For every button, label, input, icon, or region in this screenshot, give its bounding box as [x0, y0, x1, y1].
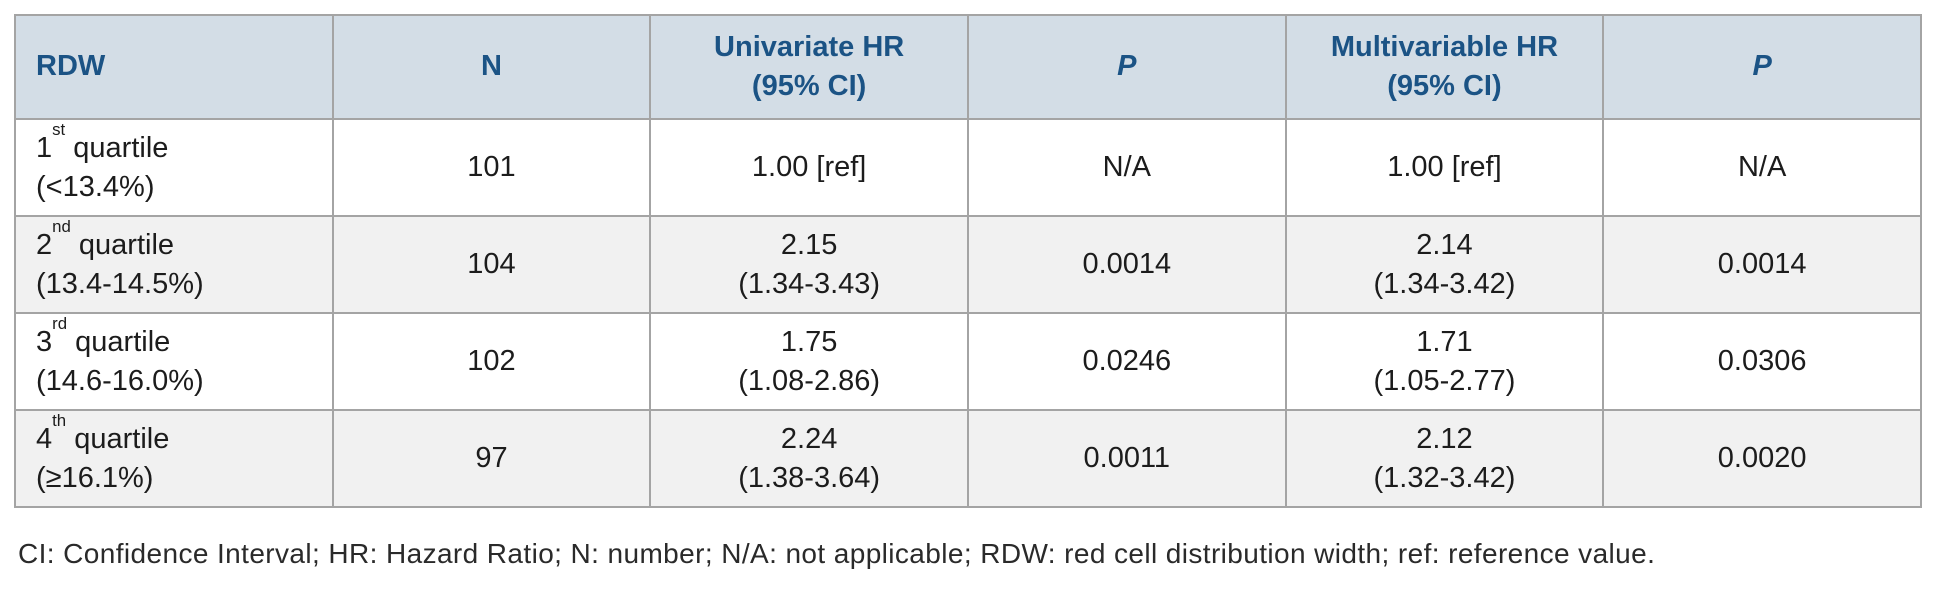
header-row: RDW N Univariate HR (95% CI) P Multivari… [14, 14, 1922, 120]
cell-multivariable-p: 0.0014 [1602, 215, 1922, 314]
hr-ci: (1.34-3.42) [1373, 267, 1516, 300]
hr-value: 1.00 [ref] [751, 151, 867, 184]
cell-n: 101 [331, 118, 652, 217]
cell-multivariable-p: N/A [1602, 118, 1922, 217]
header-rdw-label: RDW [36, 50, 106, 83]
cell-quartile-label: 1st quartile (<13.4%) [14, 118, 334, 217]
table-row-quartile-1: 1st quartile (<13.4%) 101 1.00 [ref] N/A… [14, 118, 1922, 217]
header-univariate-hr: Univariate HR (95% CI) [649, 14, 969, 120]
quartile-name: 4th quartile [36, 411, 170, 456]
cell-multivariable-hr: 1.00 [ref] [1284, 118, 1605, 217]
cell-multivariable-hr: 1.71 (1.05-2.77) [1284, 312, 1605, 411]
hr-value: 1.00 [ref] [1387, 151, 1502, 184]
cell-univariate-hr: 2.24 (1.38-3.64) [649, 409, 969, 508]
quartile-range: (13.4-14.5%) [36, 267, 204, 300]
hr-ci: (1.32-3.42) [1373, 461, 1516, 494]
quartile-name: 2nd quartile [36, 217, 175, 262]
header-univariate-p-label: P [1117, 50, 1137, 83]
cell-n: 97 [331, 409, 652, 508]
cell-multivariable-hr: 2.12 (1.32-3.42) [1284, 409, 1605, 508]
header-n: N [331, 14, 652, 120]
cell-multivariable-hr: 2.14 (1.34-3.42) [1284, 215, 1605, 314]
quartile-range: (14.6-16.0%) [36, 364, 204, 397]
cell-univariate-hr: 1.75 (1.08-2.86) [649, 312, 969, 411]
hr-value: 2.15 [780, 229, 838, 262]
header-multivariable-hr-title: Multivariable HR [1330, 30, 1559, 63]
table-row-quartile-3: 3rd quartile (14.6-16.0%) 102 1.75 (1.08… [14, 312, 1922, 411]
hr-ci: (1.34-3.43) [738, 267, 881, 300]
hr-value: 2.24 [780, 423, 838, 456]
hr-value: 1.75 [780, 326, 838, 359]
cell-univariate-p: 0.0246 [966, 312, 1287, 411]
quartile-range: (≥16.1%) [36, 461, 154, 494]
header-multivariable-hr: Multivariable HR (95% CI) [1284, 14, 1605, 120]
hr-value: 2.12 [1416, 423, 1473, 456]
header-multivariable-p-label: P [1752, 50, 1772, 83]
cell-quartile-label: 3rd quartile (14.6-16.0%) [14, 312, 334, 411]
header-univariate-p: P [966, 14, 1287, 120]
cell-quartile-label: 4th quartile (≥16.1%) [14, 409, 334, 508]
header-univariate-hr-title: Univariate HR [714, 30, 905, 63]
cell-univariate-hr: 1.00 [ref] [649, 118, 969, 217]
abbreviations-footnote: CI: Confidence Interval; HR: Hazard Rati… [18, 538, 1656, 569]
cell-univariate-p: 0.0014 [966, 215, 1287, 314]
cell-univariate-p: N/A [966, 118, 1287, 217]
hr-value: 1.71 [1416, 326, 1473, 359]
hr-ci: (1.08-2.86) [738, 364, 881, 397]
hr-ci: (1.38-3.64) [738, 461, 881, 494]
header-multivariable-hr-sub: (95% CI) [1387, 70, 1502, 102]
header-n-label: N [481, 50, 502, 83]
table-body: 1st quartile (<13.4%) 101 1.00 [ref] N/A… [14, 118, 1922, 508]
hr-ci: (1.05-2.77) [1373, 364, 1516, 397]
quartile-name: 1st quartile [36, 120, 169, 165]
cell-quartile-label: 2nd quartile (13.4-14.5%) [14, 215, 334, 314]
header-multivariable-p: P [1602, 14, 1922, 120]
cell-n: 104 [331, 215, 652, 314]
table-row-quartile-4: 4th quartile (≥16.1%) 97 2.24 (1.38-3.64… [14, 409, 1922, 508]
cell-univariate-hr: 2.15 (1.34-3.43) [649, 215, 969, 314]
table-row-quartile-2: 2nd quartile (13.4-14.5%) 104 2.15 (1.34… [14, 215, 1922, 314]
hr-value: 2.14 [1416, 229, 1473, 262]
table-header: RDW N Univariate HR (95% CI) P Multivari… [14, 14, 1922, 120]
header-rdw: RDW [14, 14, 334, 120]
hazard-ratio-table: RDW N Univariate HR (95% CI) P Multivari… [14, 14, 1922, 508]
cell-n: 102 [331, 312, 652, 411]
cell-multivariable-p: 0.0306 [1602, 312, 1922, 411]
quartile-name: 3rd quartile [36, 314, 171, 359]
quartile-range: (<13.4%) [36, 170, 155, 203]
cell-univariate-p: 0.0011 [966, 409, 1287, 508]
header-univariate-hr-sub: (95% CI) [751, 70, 867, 102]
cell-multivariable-p: 0.0020 [1602, 409, 1922, 508]
